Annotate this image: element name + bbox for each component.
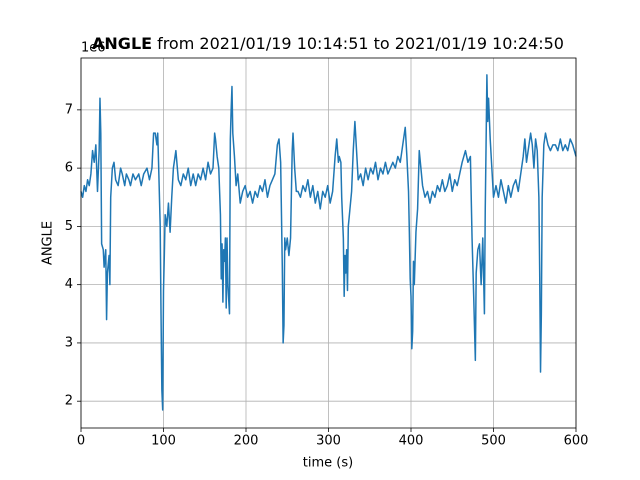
x-tick-label: 500 (481, 434, 506, 449)
y-tick-label: 2 (65, 394, 73, 409)
x-tick-label: 100 (151, 434, 176, 449)
title-rest: from 2021/01/19 10:14:51 to 2021/01/19 1… (157, 34, 564, 53)
offset-label: 1e6 (81, 41, 106, 56)
data-line (80, 74, 577, 411)
plot-frame (80, 57, 577, 429)
x-tick-label: 200 (234, 434, 259, 449)
x-tick-label: 0 (77, 434, 85, 449)
x-tick-label: 600 (564, 434, 589, 449)
y-axis-label: ANGLE (41, 221, 56, 265)
title-bold: ANGLE (92, 34, 152, 53)
y-tick-label: 7 (65, 102, 73, 117)
y-tick-label: 3 (65, 335, 73, 350)
x-axis-label: time (s) (303, 456, 353, 471)
x-tick-label: 300 (316, 434, 341, 449)
y-tick-label: 5 (65, 219, 73, 234)
y-tick-label: 6 (65, 161, 73, 176)
x-tick-label: 400 (399, 434, 424, 449)
y-tick-label: 4 (65, 277, 73, 292)
chart-title: ANGLE from 2021/01/19 10:14:51 to 2021/01… (92, 34, 564, 53)
